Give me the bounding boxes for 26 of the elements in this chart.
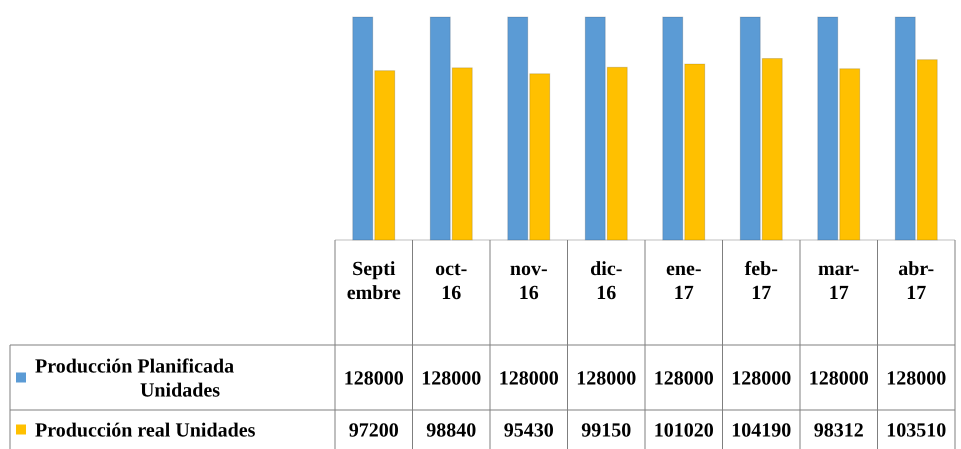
data-label: 98312 (814, 420, 864, 442)
legend-label: Producción Planificada Unidades (35, 356, 234, 402)
data-label: 104190 (731, 420, 792, 442)
data-label: 128000 (886, 368, 946, 390)
data-label: 97200 (348, 420, 399, 442)
data-label: 128000 (808, 368, 869, 390)
data-label: 95430 (504, 420, 554, 442)
x-tick-label: mar-17 (818, 258, 860, 304)
x-tick-label: feb-17 (744, 258, 778, 304)
data-label: 101020 (654, 420, 714, 442)
x-tick-label: abr-17 (898, 258, 934, 304)
x-tick-label: ene-17 (666, 258, 702, 304)
data-label: 128000 (421, 368, 482, 390)
legend-label: Producción real Unidades (35, 420, 256, 442)
x-tick-label: dic-16 (590, 258, 622, 304)
data-label: 128000 (654, 368, 714, 390)
data-label: 103510 (886, 420, 946, 442)
x-tick-label: oct-16 (435, 258, 468, 304)
data-label: 128000 (731, 368, 792, 390)
data-label: 99150 (581, 420, 632, 442)
data-label: 98840 (426, 420, 476, 442)
x-tick-label: nov-16 (510, 258, 548, 304)
data-label: 128000 (498, 368, 559, 390)
data-label: 128000 (344, 368, 404, 390)
data-label: 128000 (576, 368, 636, 390)
x-tick-label: Septiembre (346, 258, 401, 304)
